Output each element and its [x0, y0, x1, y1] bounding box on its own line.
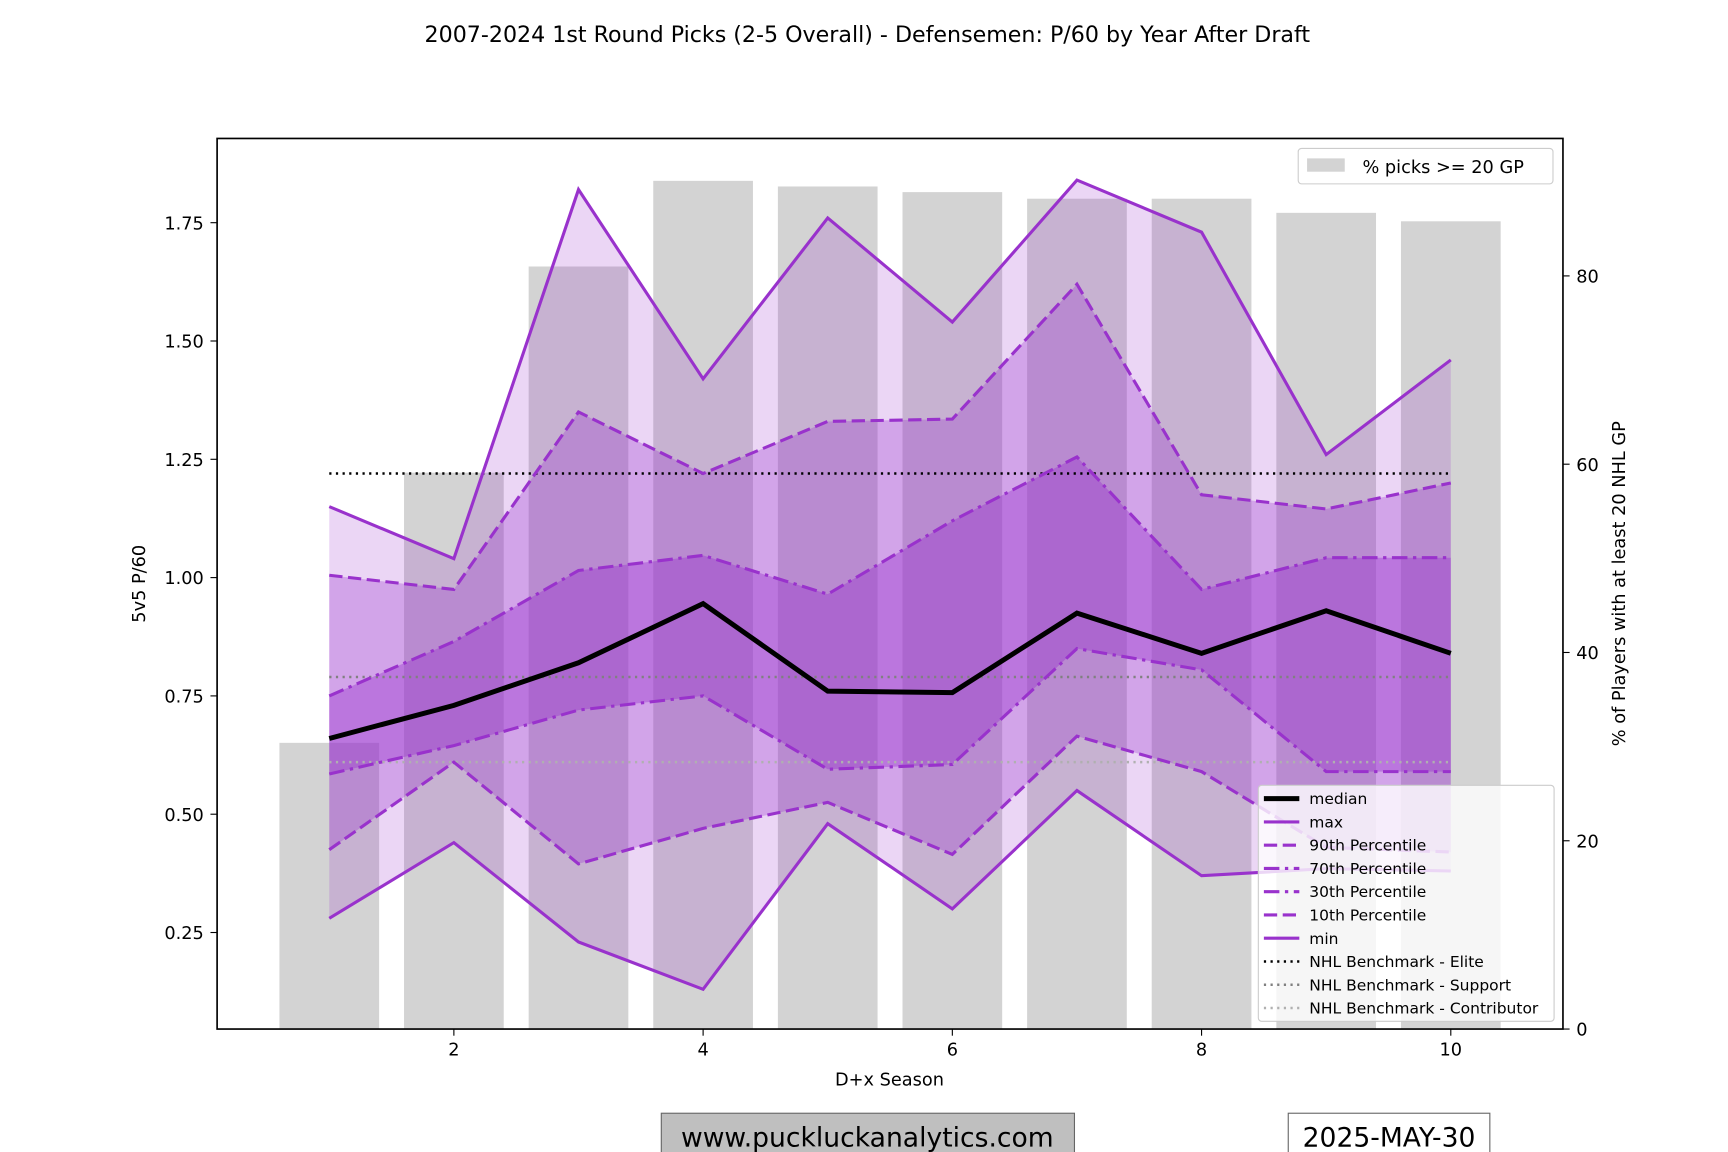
x-tick-label: 2 — [448, 1041, 459, 1061]
legend-label: NHL Benchmark - Contributor — [1309, 1000, 1539, 1018]
legend-label: 30th Percentile — [1309, 883, 1426, 901]
series-line-3 — [328, 455, 1451, 698]
y-tick-label: 1.25 — [164, 451, 203, 471]
legend-label: 90th Percentile — [1309, 837, 1426, 855]
line-legend: median max 90th Percentile 70th Percentile 3… — [1257, 784, 1555, 1022]
x-tick-label: 10 — [1440, 1041, 1463, 1061]
x-tick-label: 8 — [1196, 1041, 1207, 1061]
y-right-tick-label: 60 — [1576, 456, 1599, 476]
y-tick-label: 1.50 — [164, 333, 203, 353]
bar-6 — [902, 192, 1003, 1030]
axes-frame — [216, 137, 1564, 1030]
y-tick-label: 1.00 — [164, 569, 203, 589]
bar-1 — [279, 742, 380, 1030]
bar-legend: % picks >= 20 GP — [1297, 147, 1554, 185]
website-box: www.puckluckanalytics.com — [660, 1112, 1076, 1152]
series-line-0 — [328, 600, 1452, 741]
legend-label: min — [1309, 930, 1338, 948]
bar-legend-label: % picks >= 20 GP — [1362, 158, 1524, 178]
ticks: 2 4 6 8 10 0.25 0.50 0.75 1.00 1.25 1.50 1.75 0 20 40 6… — [164, 214, 1598, 1060]
band-70-30 — [329, 456, 1451, 774]
legend-label: NHL Benchmark - Elite — [1309, 953, 1484, 971]
bar-8 — [1151, 198, 1252, 1030]
y-tick-label: 0.25 — [164, 924, 203, 944]
y-axis-right-label: % of Players with at least 20 NHL GP — [1610, 421, 1630, 746]
y-right-tick-label: 80 — [1576, 268, 1599, 288]
chart-title: 2007-2024 1st Round Picks (2-5 Overall) … — [425, 22, 1311, 48]
date-text: 2025-MAY-30 — [1303, 1122, 1476, 1152]
bar-2 — [404, 472, 504, 1030]
y-right-tick-label: 40 — [1576, 644, 1599, 664]
y-tick-label: 0.75 — [164, 688, 203, 708]
website-text: www.puckluckanalytics.com — [681, 1122, 1054, 1152]
legend-label: 10th Percentile — [1309, 906, 1426, 924]
y-axis-label: 5v5 P/60 — [130, 545, 150, 623]
y-tick-label: 1.75 — [164, 214, 203, 234]
y-right-tick-label: 0 — [1576, 1021, 1587, 1041]
bar-5 — [777, 186, 878, 1030]
legend-label: 70th Percentile — [1309, 860, 1426, 878]
plot-area — [279, 178, 1501, 1030]
y-right-tick-label: 20 — [1576, 832, 1599, 852]
legend-label: max — [1309, 813, 1343, 831]
x-tick-label: 6 — [947, 1041, 958, 1061]
series-line-1 — [328, 178, 1452, 561]
band-max-min — [329, 180, 1451, 990]
series-line-2 — [329, 281, 1452, 592]
x-axis-label: D+x Season — [835, 1071, 944, 1091]
y-tick-label: 0.50 — [164, 806, 203, 826]
series-line-4 — [328, 646, 1451, 776]
x-tick-label: 4 — [697, 1041, 708, 1061]
legend-label: median — [1309, 790, 1367, 808]
date-box: 2025-MAY-30 — [1287, 1112, 1491, 1152]
bar-legend-swatch — [1307, 158, 1345, 172]
band-90-10 — [329, 284, 1451, 864]
legend-label: NHL Benchmark - Support — [1309, 976, 1511, 994]
